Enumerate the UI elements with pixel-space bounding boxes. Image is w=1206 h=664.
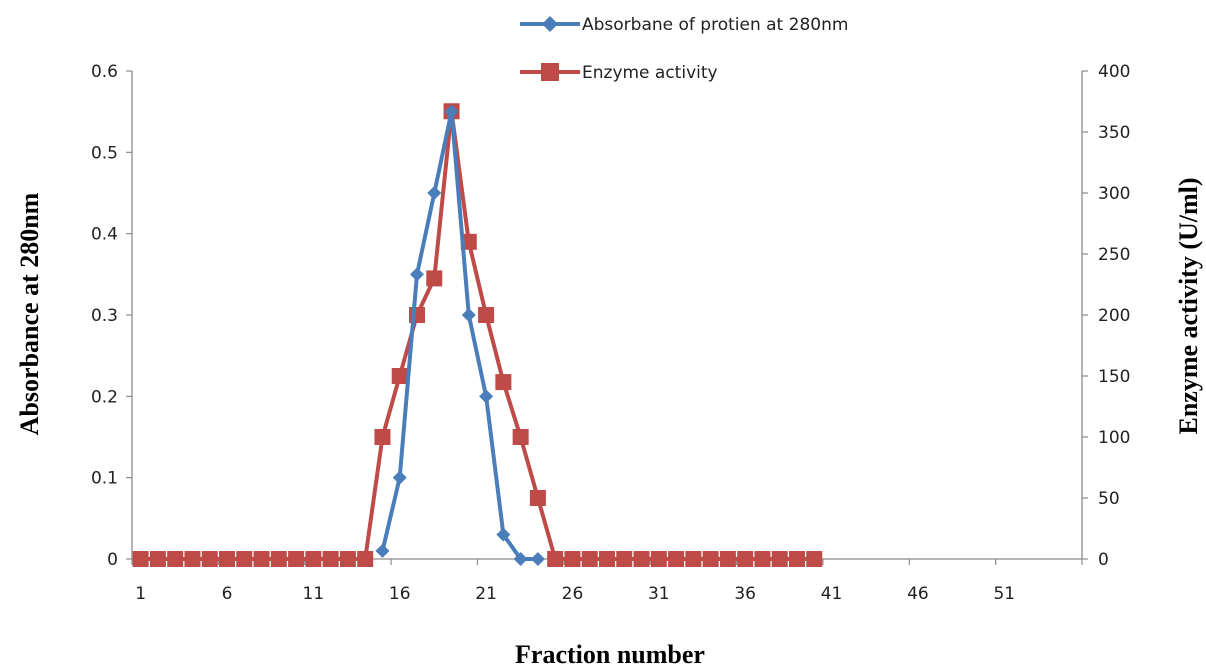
enzyme-activity-point [167, 551, 184, 567]
x-tick-label: 51 [993, 584, 1015, 604]
enzyme-activity-point [529, 490, 546, 506]
x-tick-label: 46 [907, 584, 929, 604]
enzyme-activity-point [512, 429, 529, 445]
enzyme-activity-point [339, 551, 356, 567]
absorbance-point [427, 186, 442, 200]
series-line-enzyme-activity [140, 109, 815, 561]
enzyme-activity-point [374, 429, 391, 445]
enzyme-activity-point [754, 551, 771, 567]
absorbance-point [444, 104, 459, 119]
absorbance-point [461, 308, 476, 322]
legend-label: Enzyme activity [582, 63, 718, 83]
absorbance-point [530, 552, 545, 566]
legend-marker-diamond [542, 16, 558, 32]
enzyme-activity-point [288, 551, 305, 567]
absorbance-point [392, 470, 407, 485]
enzyme-activity-point [633, 551, 650, 567]
legend: Absorbane of protien at 280nm Enzyme acti… [520, 15, 848, 83]
legend-marker-square [541, 63, 559, 81]
y-right-tick-label: 100 [1098, 428, 1130, 448]
enzyme-activity-point [616, 551, 633, 567]
legend-label: Absorbane of protien at 280nm [582, 15, 848, 35]
y-axis-left-title: Absorbance at 280nm [15, 192, 44, 435]
x-tick-label: 16 [389, 584, 411, 604]
y-left-tick-label: 0.4 [91, 225, 118, 245]
absorbance-point [513, 552, 528, 566]
enzyme-activity-point [201, 551, 218, 567]
enzyme-activity-point [685, 551, 702, 567]
series-line-absorbance [380, 109, 538, 561]
x-tick-label: 11 [303, 584, 325, 604]
enzyme-activity-point [132, 551, 149, 567]
x-tick-label: 31 [648, 584, 670, 604]
y-right-tick-label: 0 [1098, 550, 1109, 570]
absorbance-point [410, 267, 424, 282]
enzyme-activity-point [357, 551, 374, 567]
y-right-tick-label: 350 [1098, 123, 1130, 143]
x-tick-label: 6 [222, 584, 233, 604]
enzyme-activity-point [391, 368, 408, 384]
y-axis-right-title: Enzyme activity (U/ml) [1174, 177, 1203, 434]
x-tick-label: 21 [475, 584, 497, 604]
enzyme-activity-point [702, 551, 719, 567]
enzyme-activity-point [305, 551, 322, 567]
enzyme-activity-point [581, 551, 598, 567]
y-left-tick-label: 0.6 [91, 62, 118, 82]
enzyme-activity-point [149, 551, 166, 567]
y-right-tick-label: 200 [1098, 306, 1130, 326]
x-tick-label: 36 [734, 584, 756, 604]
y-right-tick-label: 400 [1098, 62, 1130, 82]
enzyme-activity-point [547, 551, 564, 567]
y-left-tick-label: 0.5 [91, 143, 118, 163]
x-axis-title: Fraction number [515, 640, 705, 664]
enzyme-activity-point [737, 551, 754, 567]
x-tick-label: 26 [562, 584, 584, 604]
enzyme-activity-point [650, 551, 667, 567]
enzyme-activity-point [322, 551, 339, 567]
enzyme-activity-point [253, 551, 270, 567]
y-left-tick-label: 0.2 [91, 387, 118, 407]
enzyme-activity-point [564, 551, 581, 567]
enzyme-activity-point [789, 551, 805, 567]
absorbance-point [375, 543, 390, 558]
y-right-tick-label: 150 [1098, 367, 1130, 387]
y-right-tick-label: 300 [1098, 184, 1130, 204]
enzyme-activity-point [270, 551, 287, 567]
enzyme-activity-point [426, 270, 443, 287]
enzyme-activity-point [719, 551, 736, 567]
y-left-tick-label: 0.1 [91, 469, 118, 489]
x-tick-label: 1 [135, 584, 146, 604]
absorbance-point [496, 527, 511, 542]
enzyme-activity-point [219, 551, 235, 567]
absorbance-point [479, 389, 494, 404]
enzyme-activity-point [236, 551, 253, 567]
x-tick-label: 41 [821, 584, 843, 604]
enzyme-activity-point [806, 551, 823, 567]
enzyme-activity-point [771, 551, 788, 567]
y-left-tick-label: 0 [107, 550, 118, 570]
enzyme-activity-point [599, 551, 615, 567]
enzyme-activity-point [184, 551, 201, 567]
tick-labels: 1 6 11 16 21 26 31 36 41 46 5100.10.20.30.40.50.60… [91, 62, 1131, 604]
y-right-tick-label: 250 [1098, 245, 1130, 265]
enzyme-activity-point [495, 374, 512, 391]
y-left-tick-label: 0.3 [91, 306, 118, 326]
enzyme-activity-point [668, 551, 685, 567]
axes [126, 70, 1088, 565]
y-right-tick-label: 50 [1098, 489, 1120, 509]
series-layer [132, 103, 823, 567]
enzyme-activity-point [478, 307, 495, 323]
